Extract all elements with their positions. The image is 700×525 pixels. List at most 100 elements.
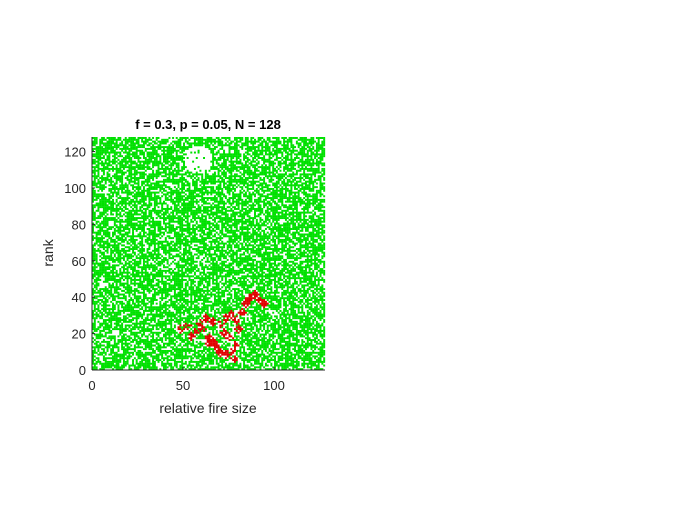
tree-cell	[104, 269, 107, 272]
tree-cell	[146, 326, 149, 329]
tree-cell	[193, 268, 196, 271]
tree-cell	[268, 271, 271, 274]
tree-cell	[246, 269, 249, 272]
tree-cell	[255, 277, 258, 280]
tree-cell	[323, 273, 326, 276]
tree-cell	[164, 269, 167, 272]
tree-cell	[310, 360, 313, 363]
tree-cell	[213, 366, 216, 369]
tree-cell	[224, 308, 227, 311]
tree-cell	[193, 300, 196, 303]
tree-cell	[195, 293, 198, 296]
tree-cell	[323, 288, 326, 291]
tree-cell	[288, 315, 291, 318]
tree-cell	[124, 291, 127, 294]
tree-cell	[175, 364, 178, 367]
tree-cell	[217, 357, 220, 360]
tree-cell	[228, 286, 231, 289]
tree-cell	[266, 315, 269, 318]
tree-cell	[108, 319, 111, 321]
tree-cell	[323, 308, 326, 311]
tree-cell	[294, 304, 297, 307]
tree-cell	[255, 366, 258, 369]
tree-cell	[181, 264, 184, 267]
tree-cell	[266, 331, 269, 334]
tree-cell	[248, 342, 251, 345]
tree-cell	[304, 275, 307, 278]
tree-cell	[281, 278, 284, 281]
tree-cell	[255, 278, 258, 281]
tree-cell	[217, 297, 220, 300]
tree-cell	[97, 275, 100, 278]
tree-cell	[235, 293, 238, 296]
tree-cell	[283, 319, 286, 321]
tree-cell	[157, 273, 160, 276]
tree-cell	[201, 322, 204, 325]
tree-cell	[294, 355, 297, 358]
tree-cell	[183, 275, 185, 278]
tree-cell	[203, 337, 206, 340]
tree-cell	[117, 322, 120, 325]
tree-cell	[106, 364, 109, 367]
tree-cell	[268, 337, 271, 340]
tree-cell	[221, 264, 224, 267]
tree-cell	[117, 364, 120, 367]
tree-cell	[314, 348, 317, 351]
tree-cell	[250, 275, 253, 278]
tree-cell	[137, 264, 140, 267]
tree-cell	[246, 275, 249, 278]
tree-cell	[113, 291, 116, 294]
tree-cell	[224, 260, 227, 263]
tree-cell	[257, 366, 260, 369]
tree-cell	[308, 271, 311, 274]
tree-cell	[244, 326, 247, 329]
tree-cell	[135, 324, 138, 327]
tree-cell	[101, 300, 104, 303]
tree-cell	[121, 366, 124, 369]
tree-cell	[237, 299, 240, 301]
tree-cell	[252, 335, 255, 338]
tree-cell	[277, 286, 280, 289]
tree-cell	[142, 289, 145, 292]
tree-cell	[208, 362, 211, 365]
tree-cell	[283, 311, 286, 314]
tree-cell	[183, 300, 185, 303]
tree-cell	[130, 291, 133, 294]
tree-cell	[294, 262, 297, 265]
tree-cell	[213, 355, 216, 358]
tree-cell	[254, 275, 256, 278]
tree-cell	[141, 269, 144, 272]
tree-cell	[133, 284, 136, 287]
tree-cell	[239, 258, 242, 261]
tree-cell	[243, 295, 246, 298]
tree-cell	[206, 313, 209, 316]
tree-cell	[113, 289, 116, 292]
tree-cell	[133, 326, 136, 329]
tree-cell	[166, 311, 169, 314]
tree-cell	[301, 317, 304, 320]
tree-cell	[317, 364, 320, 367]
tree-cell	[257, 342, 260, 345]
tree-cell	[290, 293, 293, 296]
tree-cell	[252, 280, 255, 283]
tree-cell	[230, 368, 233, 371]
tree-cell	[213, 309, 216, 312]
tree-cell	[153, 362, 156, 365]
tree-cell	[308, 299, 311, 301]
tree-cell	[142, 326, 145, 329]
tree-cell	[266, 299, 269, 301]
tree-cell	[203, 348, 206, 351]
tree-cell	[173, 304, 176, 307]
tree-cell	[284, 351, 287, 354]
tree-cell	[297, 308, 300, 311]
tree-cell	[166, 362, 169, 365]
tree-cell	[197, 277, 200, 280]
tree-cell	[264, 342, 267, 345]
tree-cell	[223, 346, 226, 349]
tree-cell	[264, 289, 267, 292]
tree-cell	[139, 362, 142, 365]
tree-cell	[168, 329, 171, 332]
tree-cell	[224, 304, 227, 307]
tree-cell	[299, 277, 302, 280]
tree-cell	[137, 260, 140, 263]
